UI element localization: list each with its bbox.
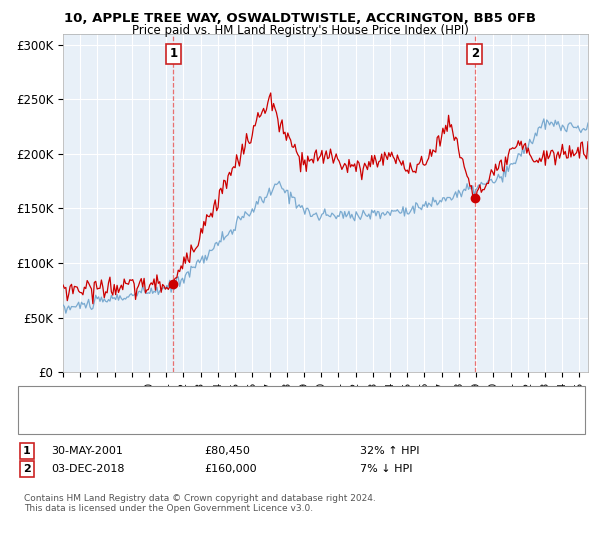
Text: 32% ↑ HPI: 32% ↑ HPI — [360, 446, 419, 456]
Text: 03-DEC-2018: 03-DEC-2018 — [51, 464, 125, 474]
Text: 2: 2 — [23, 464, 31, 474]
Text: 1: 1 — [23, 446, 31, 456]
Text: 30-MAY-2001: 30-MAY-2001 — [51, 446, 123, 456]
Text: 7% ↓ HPI: 7% ↓ HPI — [360, 464, 413, 474]
Text: £80,450: £80,450 — [204, 446, 250, 456]
Text: £160,000: £160,000 — [204, 464, 257, 474]
Text: HPI: Average price, detached house, Hyndburn: HPI: Average price, detached house, Hynd… — [72, 421, 316, 431]
Text: 1: 1 — [169, 48, 178, 60]
Text: 2: 2 — [470, 48, 479, 60]
Text: Price paid vs. HM Land Registry's House Price Index (HPI): Price paid vs. HM Land Registry's House … — [131, 24, 469, 36]
Text: 10, APPLE TREE WAY, OSWALDTWISTLE, ACCRINGTON, BB5 0FB (detached house): 10, APPLE TREE WAY, OSWALDTWISTLE, ACCRI… — [72, 408, 497, 418]
Text: Contains HM Land Registry data © Crown copyright and database right 2024.
This d: Contains HM Land Registry data © Crown c… — [24, 494, 376, 514]
Text: 10, APPLE TREE WAY, OSWALDTWISTLE, ACCRINGTON, BB5 0FB: 10, APPLE TREE WAY, OSWALDTWISTLE, ACCRI… — [64, 12, 536, 25]
